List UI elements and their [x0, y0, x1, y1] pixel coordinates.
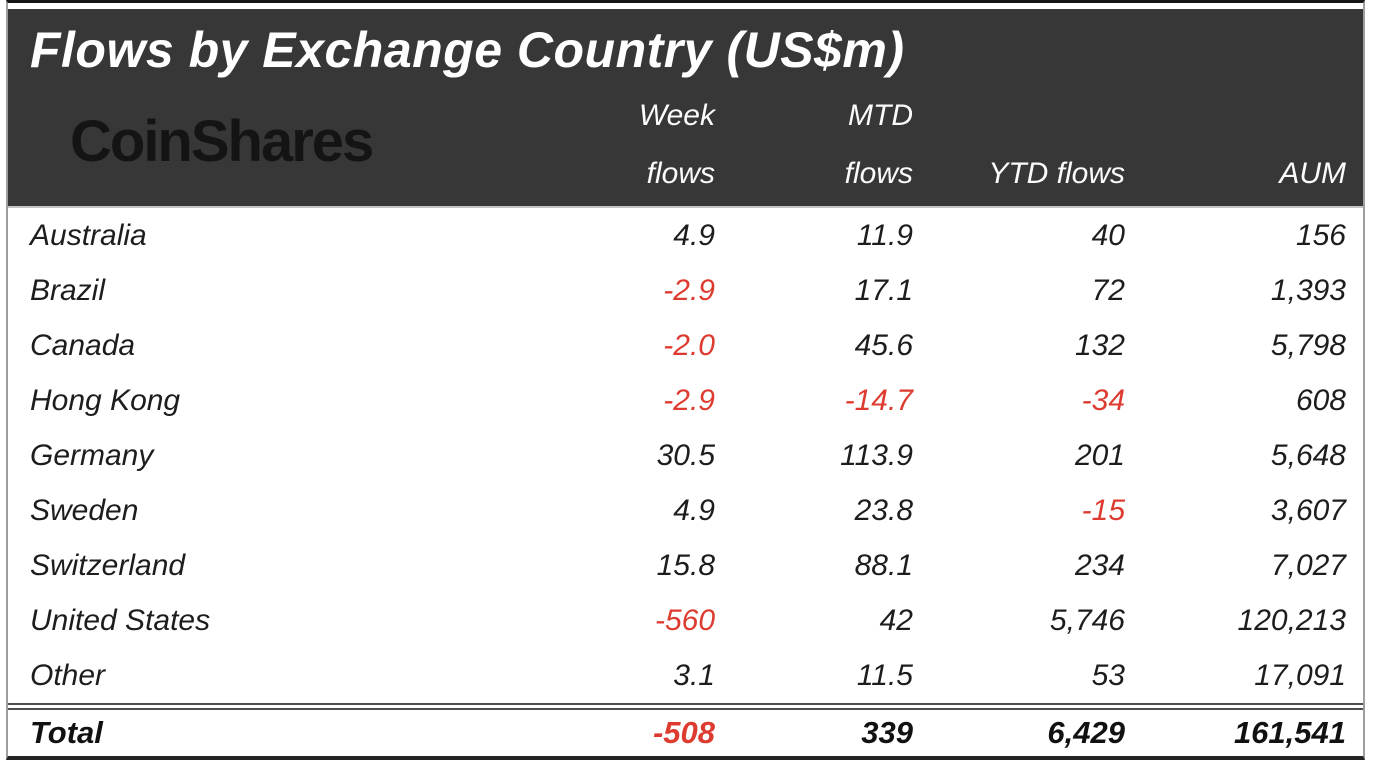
column-header-mtd-flows: MTD flows: [715, 87, 913, 209]
table-body: Australia 4.9 11.9 40 156 Brazil -2.9 17…: [8, 208, 1363, 703]
total-week-flows: -508: [652, 715, 715, 750]
country-cell: Germany: [30, 438, 154, 472]
top-gap: [8, 3, 1363, 9]
ytd-flows-cell: 53: [1091, 658, 1125, 692]
country-cell: Hong Kong: [30, 383, 181, 417]
column-header-week-line2: flows: [646, 157, 715, 190]
mtd-flows-cell: 23.8: [854, 493, 913, 527]
country-cell: Australia: [30, 218, 147, 252]
page-title: Flows by Exchange Country (US$m): [30, 22, 905, 78]
mtd-flows-cell: 113.9: [840, 438, 913, 472]
mtd-flows-cell: 42: [879, 603, 913, 637]
week-flows-cell: -2.0: [663, 328, 715, 362]
country-cell: Other: [30, 658, 106, 692]
mtd-flows-cell: 17.1: [854, 273, 913, 307]
aum-cell: 5,648: [1270, 438, 1346, 472]
table-row: Sweden 4.9 23.8 -15 3,607: [8, 483, 1363, 538]
mtd-flows-cell: 11.5: [856, 658, 913, 692]
aum-cell: 120,213: [1237, 603, 1346, 637]
aum-cell: 608: [1295, 383, 1346, 417]
ytd-flows-cell: 40: [1091, 218, 1125, 252]
brand-logo-cell: CoinShares: [8, 108, 555, 189]
column-header-mtd-line2: flows: [844, 157, 913, 190]
aum-cell: 7,027: [1270, 548, 1346, 582]
total-row: Total -508 339 6,429 161,541: [8, 710, 1363, 756]
country-cell: Switzerland: [30, 548, 186, 582]
week-flows-cell: -2.9: [663, 273, 715, 307]
table-row: Switzerland 15.8 88.1 234 7,027: [8, 538, 1363, 593]
aum-cell: 3,607: [1270, 493, 1346, 527]
column-header-week-flows: Week flows: [555, 87, 715, 209]
week-flows-cell: 30.5: [656, 438, 715, 472]
column-header-ytd-flows: YTD flows: [913, 145, 1125, 209]
ytd-flows-cell: 234: [1074, 548, 1125, 582]
column-header-aum-label: AUM: [1279, 157, 1346, 190]
table-row: Brazil -2.9 17.1 72 1,393: [8, 263, 1363, 318]
week-flows-cell: 4.9: [673, 493, 715, 527]
mtd-flows-cell: 45.6: [854, 328, 913, 362]
column-header-mtd-line1: MTD: [848, 99, 913, 132]
column-header-aum: AUM: [1125, 145, 1346, 209]
total-ytd-flows: 6,429: [1047, 715, 1125, 750]
mtd-flows-cell: -14.7: [844, 383, 913, 417]
total-label: Total: [30, 715, 103, 750]
week-flows-cell: 4.9: [673, 218, 715, 252]
week-flows-cell: 15.8: [656, 548, 715, 582]
ytd-flows-cell: -15: [1081, 493, 1125, 527]
country-cell: Brazil: [30, 273, 106, 307]
week-flows-cell: -2.9: [663, 383, 715, 417]
column-header-week-line1: Week: [638, 99, 715, 132]
table-row: Australia 4.9 11.9 40 156: [8, 208, 1363, 263]
table-row: United States -560 42 5,746 120,213: [8, 593, 1363, 648]
aum-cell: 5,798: [1270, 328, 1346, 362]
flows-table-frame: Flows by Exchange Country (US$m) CoinSha…: [6, 0, 1365, 760]
ytd-flows-cell: 72: [1091, 273, 1125, 307]
table-row: Hong Kong -2.9 -14.7 -34 608: [8, 373, 1363, 428]
mtd-flows-cell: 88.1: [854, 548, 913, 582]
country-cell: United States: [30, 603, 211, 637]
week-flows-cell: 3.1: [673, 658, 715, 692]
total-separator-rule: [8, 703, 1363, 710]
ytd-flows-cell: 132: [1074, 328, 1125, 362]
mtd-flows-cell: 11.9: [856, 218, 913, 252]
total-mtd-flows: 339: [861, 715, 913, 750]
column-header-row: CoinShares Week flows MTD flows YTD flow…: [8, 87, 1363, 206]
ytd-flows-cell: 5,746: [1049, 603, 1125, 637]
ytd-flows-cell: -34: [1081, 383, 1125, 417]
aum-cell: 156: [1295, 218, 1346, 252]
country-cell: Canada: [30, 328, 136, 362]
column-header-ytd-label: YTD flows: [988, 157, 1125, 190]
coinshares-logo: CoinShares: [70, 108, 374, 174]
week-flows-cell: -560: [654, 603, 715, 637]
aum-cell: 1,393: [1270, 273, 1346, 307]
table-row: Canada -2.0 45.6 132 5,798: [8, 318, 1363, 373]
table-row: Germany 30.5 113.9 201 5,648: [8, 428, 1363, 483]
table-row: Other 3.1 11.5 53 17,091: [8, 648, 1363, 703]
aum-cell: 17,091: [1254, 658, 1346, 692]
ytd-flows-cell: 201: [1074, 438, 1125, 472]
table-header-band: Flows by Exchange Country (US$m) CoinSha…: [8, 9, 1363, 208]
total-aum: 161,541: [1233, 715, 1346, 750]
country-cell: Sweden: [30, 493, 139, 527]
